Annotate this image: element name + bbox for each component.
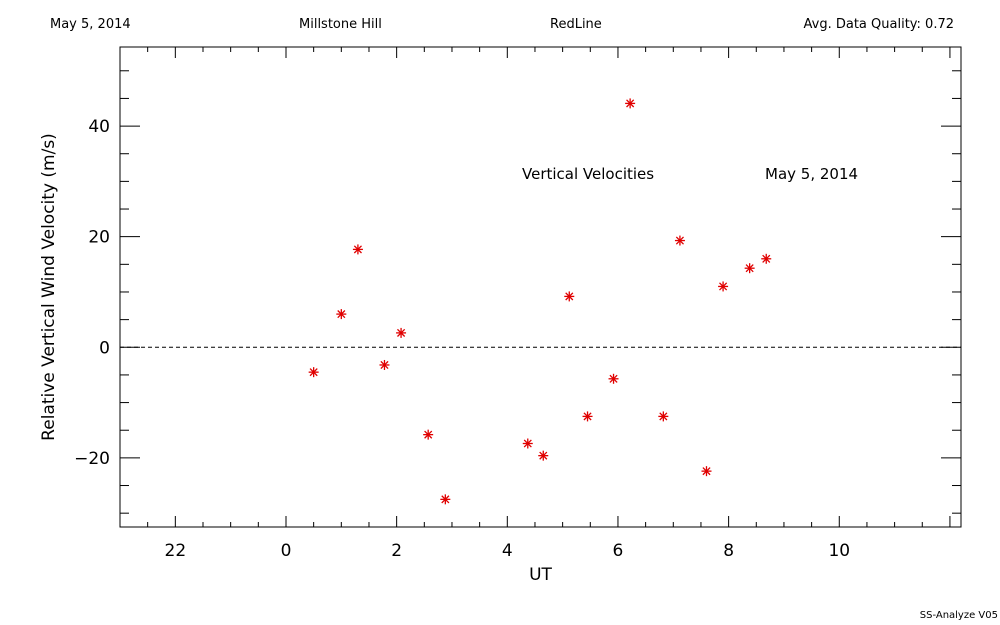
- data-point: [744, 263, 755, 274]
- data-point: [625, 98, 636, 109]
- data-point: [522, 438, 533, 449]
- header-date: May 5, 2014: [50, 17, 131, 32]
- y-tick-label: 20: [88, 228, 110, 248]
- x-axis-label: UT: [529, 565, 552, 585]
- annotation-title: Vertical Velocities: [522, 165, 654, 183]
- data-point: [308, 367, 319, 378]
- y-tick-label: −20: [74, 449, 110, 469]
- y-tick-label: 0: [99, 338, 110, 358]
- y-axis-label: Relative Vertical Wind Velocity (m/s): [39, 133, 59, 441]
- data-point: [538, 450, 549, 461]
- x-tick-label: 22: [165, 541, 187, 561]
- header-site: Millstone Hill: [299, 17, 382, 32]
- axis-ticks: [119, 47, 961, 527]
- header-line: RedLine: [550, 17, 602, 32]
- footer-version: SS-Analyze V05: [919, 610, 998, 621]
- data-point: [440, 494, 451, 505]
- x-tick-label: 10: [828, 541, 850, 561]
- data-point: [336, 309, 347, 320]
- data-point: [582, 411, 593, 422]
- data-point: [608, 373, 619, 384]
- data-point: [701, 466, 712, 477]
- data-points: [308, 98, 772, 505]
- annotation-date: May 5, 2014: [765, 165, 858, 183]
- data-point: [658, 411, 669, 422]
- data-point: [718, 281, 729, 292]
- x-tick-label: 2: [391, 541, 402, 561]
- x-tick-label: 8: [723, 541, 734, 561]
- x-tick-label: 6: [613, 541, 624, 561]
- data-point: [761, 253, 772, 264]
- data-point: [564, 291, 575, 302]
- plot-frame: [119, 46, 962, 528]
- y-tick-label: 40: [88, 117, 110, 137]
- x-tick-label: 4: [502, 541, 513, 561]
- data-point: [352, 244, 363, 255]
- tick-labels: 22 0 2 4 6 8 10 −20 0 20 40: [74, 117, 850, 561]
- data-point: [396, 327, 407, 338]
- x-tick-label: 0: [281, 541, 292, 561]
- data-point: [674, 235, 685, 246]
- header-quality: Avg. Data Quality: 0.72: [803, 17, 954, 32]
- data-point: [423, 429, 434, 440]
- data-point: [379, 359, 390, 370]
